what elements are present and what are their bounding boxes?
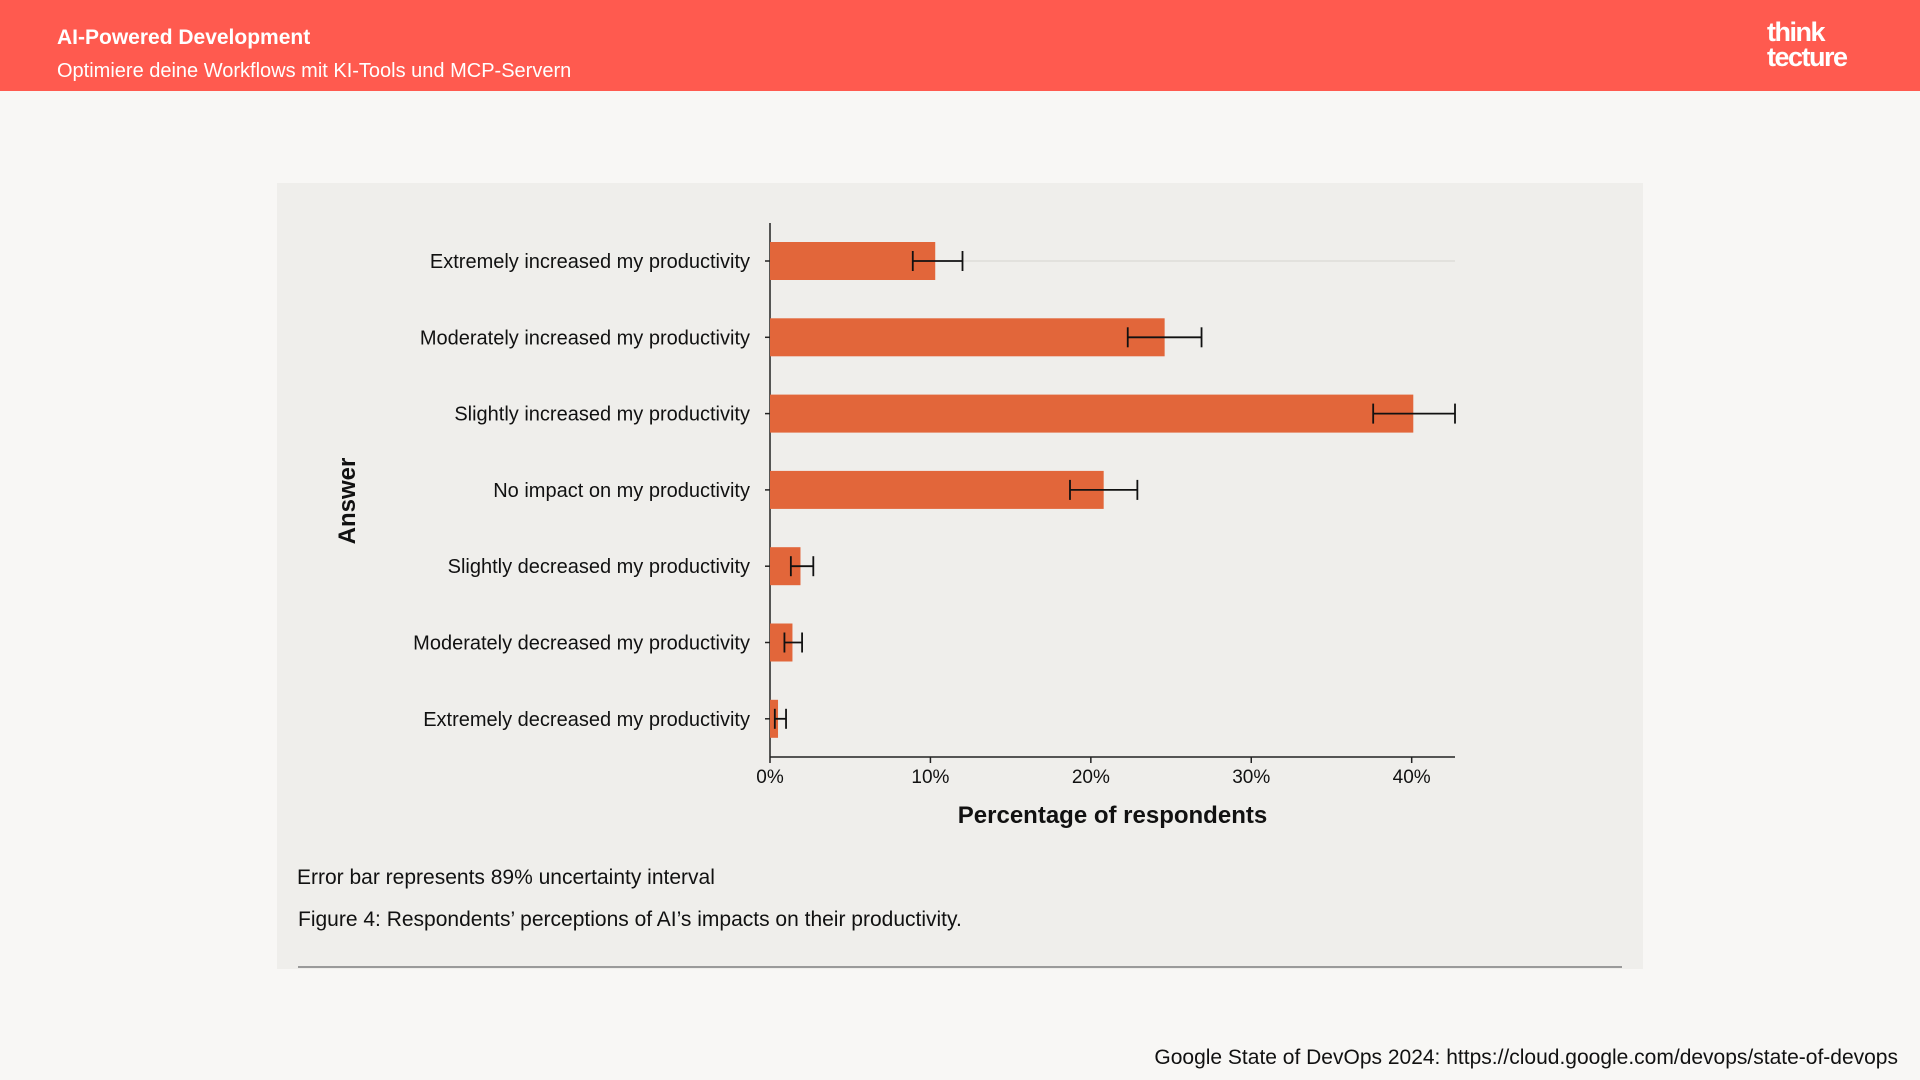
category-label: No impact on my productivity <box>493 480 750 502</box>
y-axis-title: Answer <box>334 458 361 545</box>
x-tick-label: 0% <box>756 767 784 788</box>
header-subtitle: Optimiere deine Workflows mit KI-Tools u… <box>57 60 572 82</box>
logo-line-2: tecture <box>1767 42 1848 72</box>
category-label: Extremely decreased my productivity <box>423 709 750 731</box>
divider <box>298 966 1622 968</box>
category-label: Moderately decreased my productivity <box>413 633 750 655</box>
productivity-bar-chart: Extremely increased my productivity Moder… <box>334 223 1456 829</box>
error-bar-note: Error bar represents 89% uncertainty int… <box>297 866 715 889</box>
header-title: AI-Powered Development <box>57 26 311 49</box>
bar <box>770 394 1414 433</box>
bar <box>770 318 1165 357</box>
header-bar: AI-Powered Development Optimiere deine W… <box>0 0 1920 91</box>
bar <box>770 623 793 662</box>
x-axis-title: Percentage of respondents <box>958 802 1267 829</box>
figure-caption: Figure 4: Respondents’ perceptions of AI… <box>298 908 962 931</box>
category-label: Extremely increased my productivity <box>430 251 750 273</box>
chart-card: Extremely increased my productivity Moder… <box>277 183 1643 969</box>
category-label: Moderately increased my productivity <box>420 327 750 349</box>
x-tick-label: 10% <box>911 767 949 788</box>
category-label: Slightly decreased my productivity <box>448 556 750 578</box>
x-tick-label: 20% <box>1072 767 1110 788</box>
bar <box>770 470 1104 509</box>
x-tick-label: 40% <box>1393 767 1431 788</box>
logo-line-1: think <box>1767 17 1825 47</box>
bar <box>770 242 936 280</box>
category-label: Slightly increased my productivity <box>454 404 750 426</box>
thinktecture-logo: think tecture <box>1767 17 1848 72</box>
source-citation: Google State of DevOps 2024: https://clo… <box>1154 1046 1898 1069</box>
x-tick-label: 30% <box>1232 767 1270 788</box>
